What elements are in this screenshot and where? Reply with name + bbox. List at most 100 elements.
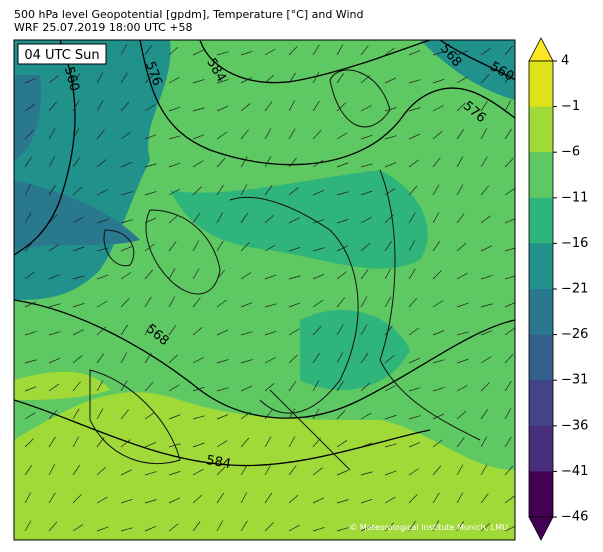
wind-barb (192, 521, 201, 532)
wind-barb (408, 387, 421, 392)
wind-barb (456, 102, 466, 112)
wind-barb (144, 243, 155, 252)
wind-barb (360, 353, 369, 364)
wind-barb (312, 247, 325, 252)
wind-barb (120, 469, 132, 476)
wind-barb (168, 324, 177, 336)
coastline (379, 169, 481, 441)
wind-barb (504, 353, 514, 364)
copyright: © Meteorological Institute Munich, LMU (349, 523, 508, 532)
wind-barb (312, 219, 325, 224)
wind-barb (288, 354, 298, 364)
wind-barb (504, 465, 514, 476)
wind-barb (408, 468, 420, 476)
wind-barb (144, 163, 157, 168)
wind-barb (168, 354, 178, 364)
wind-barb (48, 383, 59, 392)
wind-barb (72, 157, 81, 168)
wind-barb (240, 385, 253, 392)
wind-barb (288, 465, 297, 476)
wind-barb (120, 72, 128, 84)
wind-barb (24, 103, 36, 112)
wind-barb (480, 382, 490, 392)
wind-barb (312, 527, 325, 532)
wind-barb (72, 73, 81, 84)
wind-barb (240, 437, 250, 448)
wind-barb (216, 212, 224, 224)
colorbar-extend-bottom (528, 516, 554, 541)
wind-barb (456, 302, 469, 308)
colorbar-label: −6 (561, 145, 580, 160)
title: 500 hPa level Geopotential [gpdm], Tempe… (14, 8, 363, 21)
wind-barb (216, 269, 226, 280)
wind-barb (432, 300, 444, 308)
wind-barb (264, 330, 277, 336)
wind-barb (504, 525, 515, 532)
cool-region (170, 170, 428, 269)
wind-barb (216, 466, 226, 476)
wind-barb (48, 214, 58, 224)
wind-barb (264, 522, 274, 532)
wind-barb (216, 329, 229, 336)
wind-barb (504, 128, 512, 140)
wind-barb (408, 107, 421, 112)
wind-barb (144, 269, 154, 280)
wind-barb (120, 499, 133, 504)
wind-barb (72, 329, 84, 336)
wind-barb (504, 302, 515, 308)
wind-barb (432, 492, 440, 504)
wind-barb (144, 217, 157, 224)
wind-barb (288, 381, 297, 392)
wind-barb (24, 386, 37, 392)
wind-barb (240, 520, 248, 532)
wind-barb (168, 214, 179, 224)
wind-barb (312, 467, 323, 476)
wind-barb (312, 72, 320, 84)
wind-barb (264, 101, 273, 112)
wind-barb (456, 76, 468, 84)
wind-barb (96, 408, 104, 420)
wind-barb (336, 410, 346, 420)
colorbar-segment (529, 471, 553, 518)
wind-barb (240, 212, 248, 224)
wind-barb (192, 240, 200, 252)
wind-barb (168, 268, 176, 280)
wind-barb (504, 408, 512, 420)
wind-barb (432, 413, 445, 420)
wind-barb (480, 47, 492, 56)
wind-barb (384, 296, 392, 308)
wind-barb (432, 330, 445, 336)
wind-barb (384, 355, 395, 364)
wind-barb (48, 331, 61, 336)
wind-barb (96, 274, 109, 280)
wind-barb (504, 158, 514, 168)
wind-barb (216, 131, 227, 140)
wind-barb (72, 524, 84, 532)
wind-barb (456, 242, 467, 252)
wind-barb (360, 269, 369, 280)
wind-barb (120, 380, 128, 392)
wind-barb (504, 188, 515, 196)
wind-barb (288, 100, 296, 112)
wind-barb (96, 380, 104, 392)
wind-barb (408, 494, 418, 504)
wind-barb (384, 77, 397, 84)
wind-barb (384, 325, 393, 336)
wind-barb (144, 411, 156, 420)
subtitle: WRF 25.07.2019 18:00 UTC +58 (14, 21, 193, 34)
wind-barb (168, 497, 180, 504)
wind-barb (312, 273, 325, 280)
wind-barb (336, 219, 349, 224)
wind-barb (24, 129, 34, 140)
wind-barb (24, 77, 37, 84)
wind-barb (240, 302, 253, 308)
wind-barb (480, 275, 493, 280)
colorbar: 4 −1 −6 −11 −16 −21 −26 −31 −36 −41 −46 (528, 37, 588, 541)
wind-barb (504, 45, 513, 56)
wind-barb (432, 520, 440, 532)
wind-barb (288, 217, 300, 224)
wind-barb (144, 191, 157, 196)
wind-barb (312, 129, 322, 140)
